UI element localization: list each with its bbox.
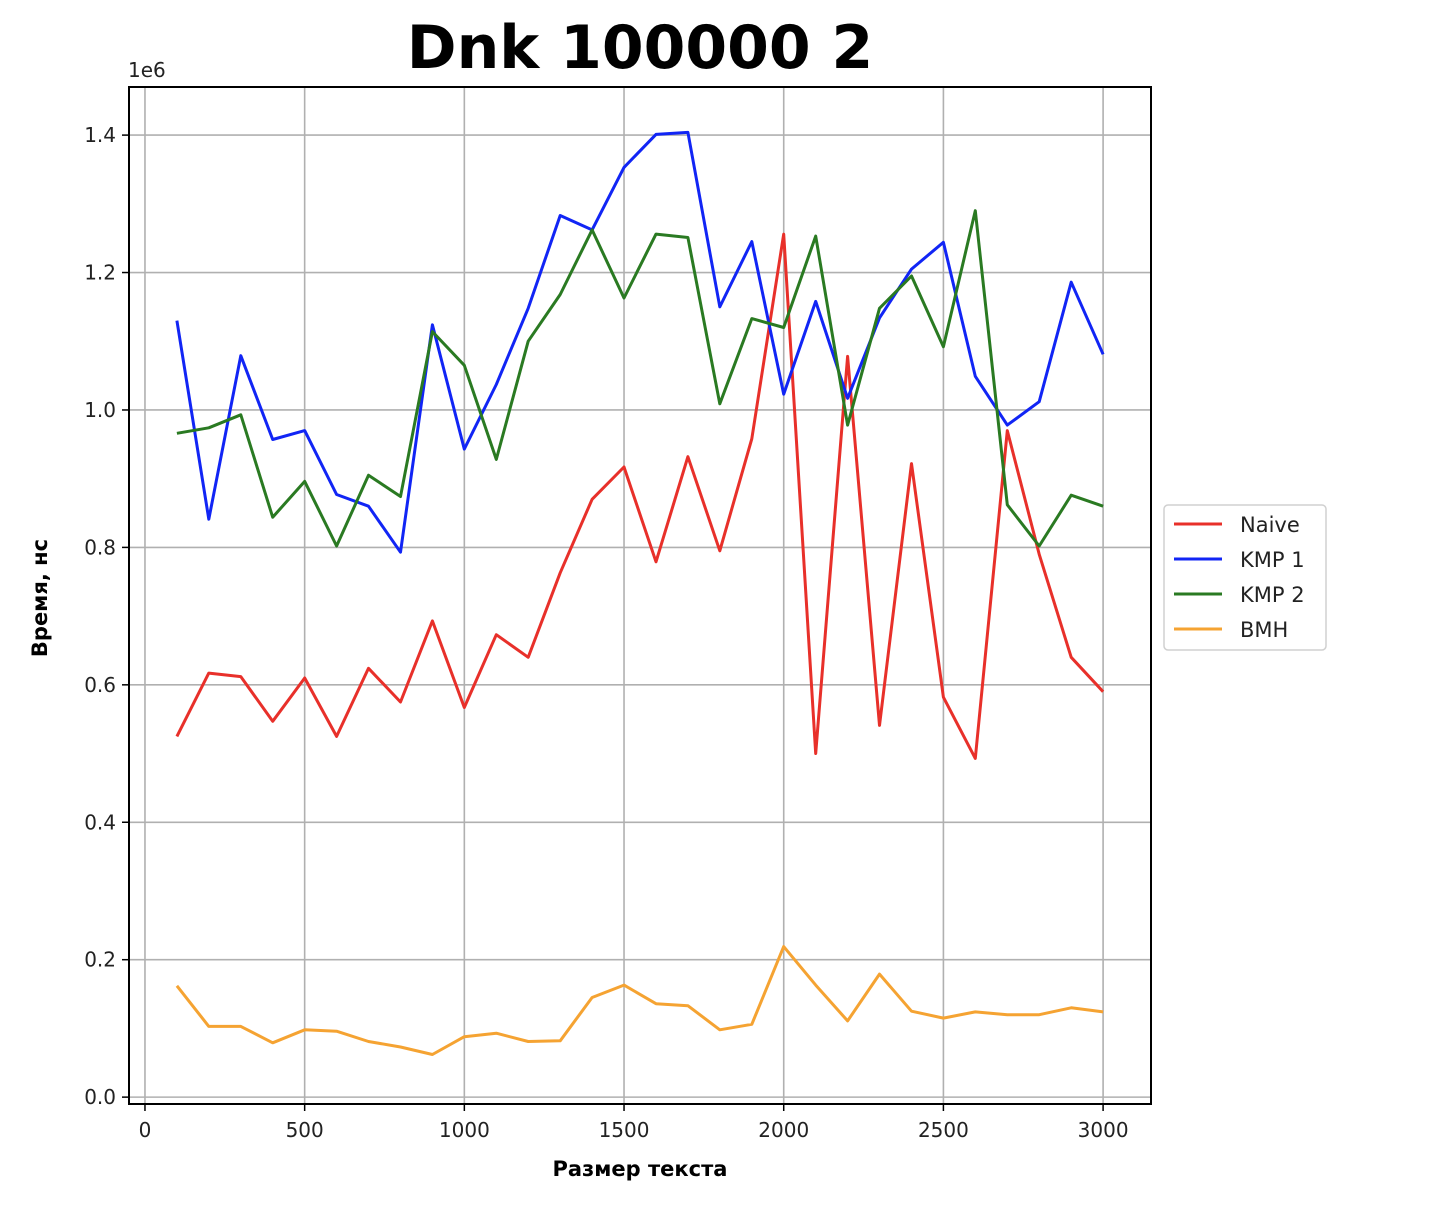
- y-tick-label: 1.4: [84, 123, 116, 147]
- y-tick-label: 0.4: [84, 810, 116, 834]
- x-tick-label: 2500: [918, 1118, 969, 1142]
- chart-title: Dnk 100000 2: [407, 13, 873, 83]
- x-tick-label: 1000: [439, 1118, 490, 1142]
- x-tick-label: 2000: [758, 1118, 809, 1142]
- y-tick-label: 0.6: [84, 673, 116, 697]
- legend-box: [1163, 504, 1327, 651]
- y-axis-offset-label: 1e6: [128, 58, 166, 82]
- series-line-kmp-1: [175, 130, 1105, 554]
- legend: Naive KMP 1 KMP 2 BMH: [1163, 504, 1327, 651]
- y-tick-label: 1.0: [84, 398, 116, 422]
- y-axis-ticks: 0.0 0.2 0.4 0.6 0.8 1.0 1.2 1.4: [84, 123, 129, 1109]
- legend-label: Naive: [1240, 513, 1300, 537]
- x-axis-ticks: 0 500 1000 1500 2000 2500 3000: [139, 1104, 1129, 1142]
- y-tick-label: 0.0: [84, 1085, 116, 1109]
- grid-lines: [129, 87, 1151, 1104]
- y-tick-label: 0.8: [84, 535, 116, 559]
- legend-label: KMP 2: [1240, 583, 1305, 607]
- x-tick-label: 500: [286, 1118, 324, 1142]
- x-tick-label: 3000: [1078, 1118, 1129, 1142]
- series-line-bmh: [175, 945, 1104, 1056]
- x-tick-label: 0: [139, 1118, 152, 1142]
- y-axis-label: Время, нс: [28, 539, 52, 657]
- y-tick-label: 1.2: [84, 261, 116, 285]
- plot-frame: [128, 86, 1152, 1105]
- series-line-kmp-2: [176, 209, 1104, 548]
- x-axis-label: Размер текста: [553, 1157, 728, 1181]
- series-line-naive: [175, 232, 1105, 760]
- legend-label: KMP 1: [1240, 548, 1305, 572]
- series-lines: [175, 130, 1105, 1056]
- legend-label: BMH: [1240, 618, 1288, 642]
- y-tick-label: 0.2: [84, 948, 116, 972]
- x-tick-label: 1500: [599, 1118, 650, 1142]
